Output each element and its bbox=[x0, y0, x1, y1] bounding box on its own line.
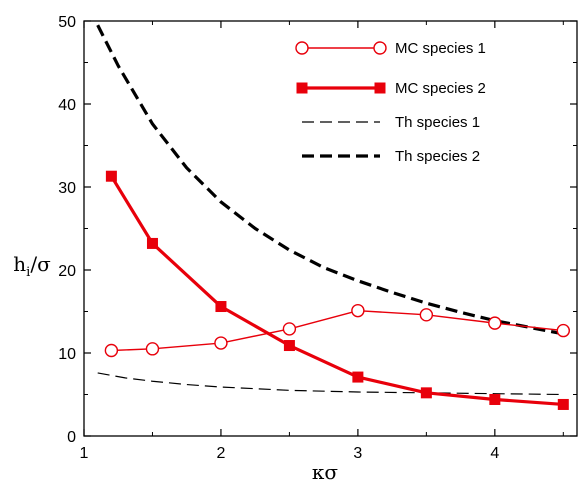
data-point bbox=[282, 322, 297, 336]
legend-entry: Th species 2 bbox=[302, 148, 480, 165]
data-point bbox=[146, 237, 158, 249]
legend-label: MC species 1 bbox=[395, 40, 486, 57]
data-point bbox=[557, 398, 569, 410]
y-tick-label: 30 bbox=[58, 180, 76, 197]
x-tick-label: 1 bbox=[80, 445, 89, 462]
x-tick-label: 3 bbox=[353, 445, 362, 462]
legend-label: Th species 1 bbox=[395, 114, 480, 131]
data-point bbox=[105, 170, 117, 182]
y-tick-label: 40 bbox=[58, 97, 76, 114]
y-axis-label: hi/σ bbox=[13, 252, 51, 280]
data-point bbox=[419, 308, 434, 322]
y-tick-label: 20 bbox=[58, 263, 76, 280]
data-point bbox=[420, 387, 432, 399]
data-point bbox=[556, 323, 571, 338]
legend-entry: Th species 1 bbox=[302, 114, 480, 131]
y-tick-label: 50 bbox=[58, 14, 76, 31]
series-th-species-2 bbox=[96, 24, 564, 336]
x-axis-label: κσ bbox=[312, 460, 339, 484]
series-mc-species-1 bbox=[104, 303, 571, 358]
series-line bbox=[97, 372, 564, 396]
series-layer bbox=[96, 24, 571, 410]
legend-swatch-marker bbox=[374, 82, 386, 94]
y-axis-label-main: h bbox=[13, 252, 26, 276]
data-point bbox=[352, 371, 364, 383]
legend-swatch-marker bbox=[295, 41, 309, 55]
data-point bbox=[488, 316, 502, 330]
y-axis-label-subscript: i bbox=[26, 265, 30, 280]
legend-swatch-marker bbox=[296, 82, 308, 94]
legend-label: Th species 2 bbox=[395, 148, 480, 165]
series-line bbox=[96, 24, 564, 336]
y-tick-label: 10 bbox=[58, 346, 76, 363]
data-point bbox=[104, 343, 119, 358]
legend-entry: MC species 2 bbox=[296, 80, 486, 97]
data-point bbox=[214, 336, 228, 350]
legend-swatch-marker bbox=[373, 41, 387, 55]
data-point bbox=[283, 340, 295, 352]
series-line bbox=[110, 175, 564, 407]
series-th-species-1 bbox=[97, 372, 564, 396]
data-point bbox=[145, 342, 160, 356]
data-point bbox=[215, 301, 227, 313]
y-axis-label-tail: /σ bbox=[30, 252, 51, 276]
legend-label: MC species 2 bbox=[395, 80, 486, 97]
x-tick-label: 4 bbox=[490, 445, 499, 462]
series-mc-species-2 bbox=[105, 170, 569, 410]
x-tick-label: 2 bbox=[216, 445, 225, 462]
data-point bbox=[489, 393, 501, 405]
plot-border bbox=[83, 20, 578, 437]
legend-entry: MC species 1 bbox=[295, 40, 486, 57]
legend: MC species 1 MC species 2 Th species 1 Th s… bbox=[295, 40, 486, 165]
plot-frame bbox=[83, 20, 578, 437]
y-tick-label: 0 bbox=[67, 429, 76, 446]
data-point bbox=[351, 303, 365, 318]
series-line bbox=[111, 309, 564, 352]
